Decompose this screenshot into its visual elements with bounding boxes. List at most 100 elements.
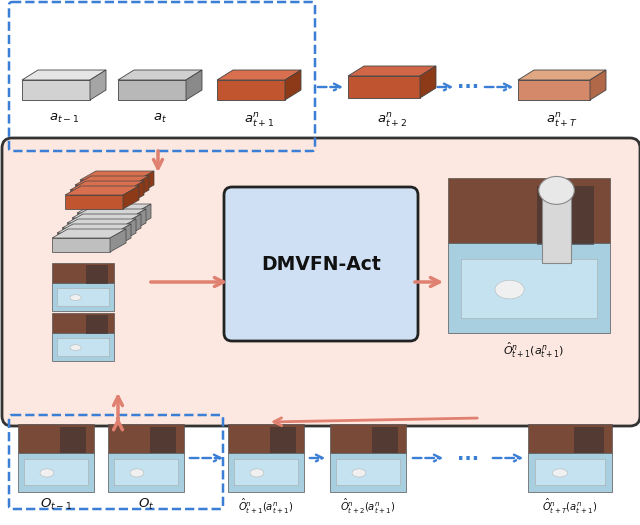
Polygon shape [52, 229, 126, 238]
Polygon shape [118, 80, 186, 100]
FancyBboxPatch shape [2, 138, 640, 426]
Polygon shape [217, 80, 285, 100]
Bar [330, 453, 406, 492]
Polygon shape [75, 176, 149, 185]
Polygon shape [67, 223, 125, 237]
Bar [448, 178, 610, 243]
Polygon shape [75, 185, 133, 199]
Polygon shape [118, 70, 202, 80]
Bar [234, 459, 298, 485]
Bar [24, 459, 88, 485]
Polygon shape [22, 70, 106, 80]
Polygon shape [110, 229, 126, 252]
Text: $O_{t-1}$: $O_{t-1}$ [40, 497, 72, 512]
Bar [52, 313, 114, 333]
Bar [18, 424, 94, 453]
Bar [535, 459, 605, 485]
Bar [336, 459, 400, 485]
Bar [52, 333, 114, 361]
Polygon shape [57, 224, 131, 233]
Ellipse shape [552, 469, 568, 477]
Polygon shape [70, 181, 144, 190]
Bar [60, 427, 86, 453]
Polygon shape [590, 70, 606, 100]
Polygon shape [420, 66, 436, 98]
Polygon shape [62, 219, 136, 228]
Polygon shape [348, 66, 436, 76]
Ellipse shape [352, 469, 365, 477]
Polygon shape [72, 209, 146, 218]
Polygon shape [518, 70, 606, 80]
Polygon shape [518, 80, 590, 100]
Text: $\hat{O}^n_{t+T}(a^n_{t+1})$: $\hat{O}^n_{t+T}(a^n_{t+1})$ [543, 497, 598, 516]
Bar [574, 427, 604, 453]
Text: $a^n_{t+1}$: $a^n_{t+1}$ [244, 112, 274, 130]
Bar [86, 316, 108, 334]
Text: $\hat{O}^n_{t+2}(a^n_{t+1})$: $\hat{O}^n_{t+2}(a^n_{t+1})$ [340, 497, 396, 516]
Bar [108, 424, 184, 453]
Bar [270, 427, 296, 453]
Ellipse shape [250, 469, 264, 477]
Bar [542, 183, 571, 263]
Polygon shape [130, 209, 146, 232]
Polygon shape [52, 238, 110, 252]
Polygon shape [135, 204, 151, 227]
FancyBboxPatch shape [224, 187, 418, 341]
Polygon shape [65, 195, 123, 209]
Ellipse shape [70, 345, 81, 351]
Polygon shape [285, 70, 301, 100]
Polygon shape [120, 219, 136, 242]
Polygon shape [123, 186, 139, 209]
Text: $\hat{O}^n_{t+1}(a^n_{t+1})$: $\hat{O}^n_{t+1}(a^n_{t+1})$ [238, 497, 294, 516]
Polygon shape [72, 218, 130, 232]
Bar [86, 266, 108, 284]
Polygon shape [80, 171, 154, 180]
Bar [228, 453, 304, 492]
Ellipse shape [130, 469, 144, 477]
Polygon shape [133, 176, 149, 199]
Polygon shape [80, 180, 138, 194]
Polygon shape [67, 214, 141, 223]
Bar [448, 243, 610, 333]
Polygon shape [90, 70, 106, 100]
Text: DMVFN-Act: DMVFN-Act [261, 255, 381, 274]
Bar [108, 453, 184, 492]
Bar [57, 288, 109, 306]
Polygon shape [70, 190, 128, 204]
Polygon shape [128, 181, 144, 204]
Polygon shape [57, 233, 115, 247]
Bar [461, 259, 597, 318]
Bar [528, 453, 612, 492]
Polygon shape [115, 224, 131, 247]
Bar [52, 283, 114, 311]
Ellipse shape [495, 280, 524, 299]
Bar [57, 338, 109, 356]
Text: ···: ··· [457, 450, 479, 469]
Ellipse shape [539, 176, 574, 204]
Polygon shape [348, 76, 420, 98]
Bar [114, 459, 178, 485]
Text: $\hat{O}^n_{t+1}(a^n_{t+1})$: $\hat{O}^n_{t+1}(a^n_{t+1})$ [504, 341, 564, 360]
Bar [537, 186, 594, 245]
Bar [150, 427, 177, 453]
Text: $a^n_{t+T}$: $a^n_{t+T}$ [547, 112, 578, 130]
Polygon shape [22, 80, 90, 100]
Bar [330, 424, 406, 453]
Text: ···: ··· [457, 79, 479, 98]
Bar [228, 424, 304, 453]
Polygon shape [138, 171, 154, 194]
Polygon shape [77, 213, 135, 227]
Polygon shape [62, 228, 120, 242]
Ellipse shape [70, 295, 81, 300]
Polygon shape [65, 186, 139, 195]
Polygon shape [77, 204, 151, 213]
Text: $a_t$: $a_t$ [153, 112, 167, 125]
Bar [18, 453, 94, 492]
Text: $a^n_{t+2}$: $a^n_{t+2}$ [377, 112, 407, 130]
Bar [372, 427, 398, 453]
Polygon shape [186, 70, 202, 100]
Bar [528, 424, 612, 453]
Bar [52, 263, 114, 283]
Ellipse shape [40, 469, 54, 477]
Text: $O_t$: $O_t$ [138, 497, 154, 512]
